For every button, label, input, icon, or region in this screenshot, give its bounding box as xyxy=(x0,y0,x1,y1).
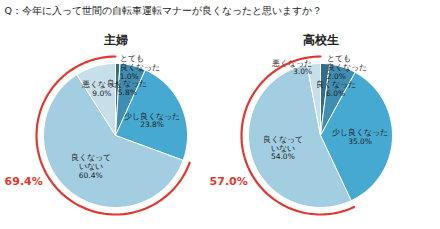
svg-text:悪くなった9.0%: 悪くなった9.0% xyxy=(81,80,122,98)
svg-text:Q：今年に入って世間の自転車運転マナーが良くなったと思います: Q：今年に入って世間の自転車運転マナーが良くなったと思いますか？ xyxy=(5,5,322,16)
svg-text:良くなっていない54.0%: 良くなっていない54.0% xyxy=(263,135,303,161)
svg-text:良くなった6.0%: 良くなった6.0% xyxy=(316,80,356,98)
svg-text:とても良くなった2.0%: とても良くなった2.0% xyxy=(327,54,367,80)
svg-text:少し良くなった23.8%: 少し良くなった23.8% xyxy=(124,112,180,130)
svg-text:とても良くなった1.0%: とても良くなった1.0% xyxy=(120,54,160,80)
svg-text:69.4%: 69.4% xyxy=(5,175,43,188)
svg-text:57.0%: 57.0% xyxy=(210,175,248,188)
svg-text:少し良くなった35.0%: 少し良くなった35.0% xyxy=(332,128,388,146)
svg-text:良くなっていない60.4%: 良くなっていない60.4% xyxy=(71,153,111,179)
svg-text:主婦: 主婦 xyxy=(103,33,128,47)
svg-text:高校生: 高校生 xyxy=(303,33,339,47)
